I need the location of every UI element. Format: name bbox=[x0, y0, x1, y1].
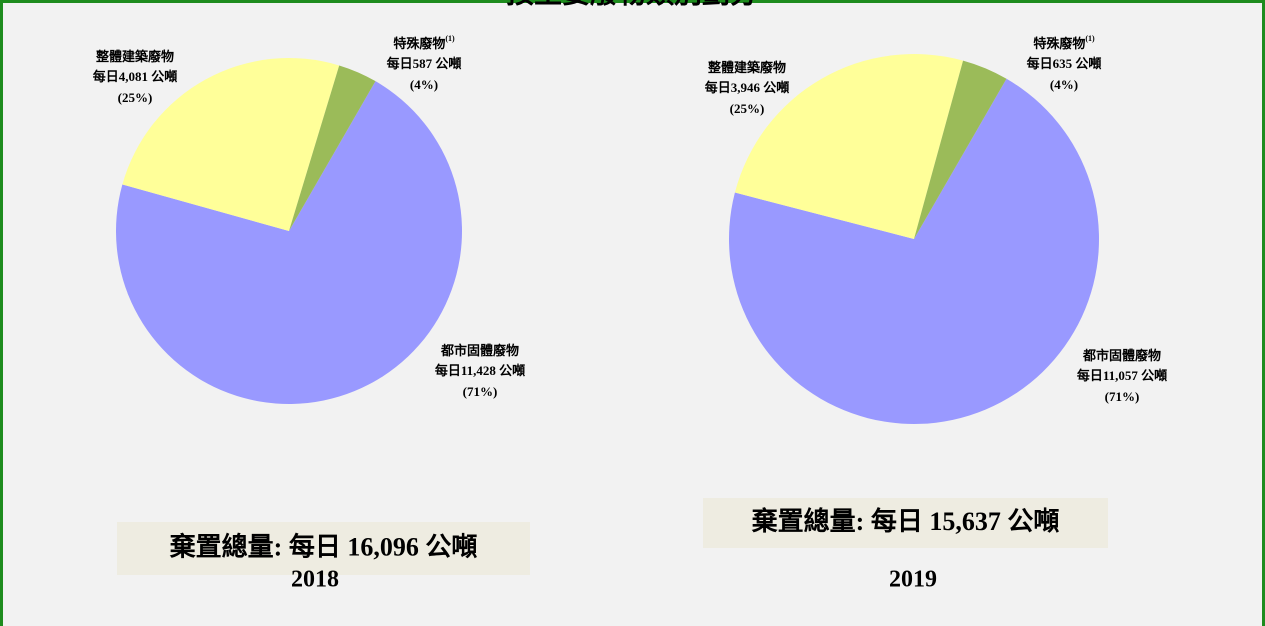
value-label: 每日635 公噸 bbox=[1027, 56, 1102, 71]
category-name: 都市固體廢物 bbox=[1082, 348, 1161, 363]
chart-title: 按主要廢物類別劃分 bbox=[506, 0, 758, 9]
category-name: 特殊廢物 bbox=[1033, 36, 1085, 51]
slice-label: 整體建築廢物 bbox=[95, 49, 174, 64]
pie-slice bbox=[729, 78, 1100, 424]
category-name: 整體建築廢物 bbox=[95, 49, 174, 64]
total-label: 棄置總量: 每日 16,096 公噸 bbox=[170, 531, 478, 561]
percentage-label: (4%) bbox=[1050, 77, 1078, 92]
pie-slice bbox=[115, 81, 462, 404]
total-label: 棄置總量: 每日 15,637 公噸 bbox=[752, 506, 1060, 536]
percentage-label: (4%) bbox=[410, 77, 438, 92]
percentage-label: (25%) bbox=[118, 90, 153, 105]
category-name: 都市固體廢物 bbox=[440, 343, 519, 358]
footnote-marker: (1) bbox=[1085, 34, 1095, 43]
slice-label: 都市固體廢物 bbox=[1082, 348, 1161, 363]
total-box bbox=[703, 498, 1108, 548]
category-name: 特殊廢物 bbox=[393, 36, 445, 51]
slice-label: 特殊廢物(1) bbox=[393, 34, 455, 51]
percentage-label: (71%) bbox=[1105, 389, 1140, 404]
slice-label: 都市固體廢物 bbox=[440, 343, 519, 358]
pie-slice bbox=[289, 65, 376, 232]
value-label: 每日11,057 公噸 bbox=[1077, 368, 1167, 383]
footnote-marker: (1) bbox=[445, 34, 455, 43]
total-box bbox=[117, 522, 530, 575]
percentage-label: (71%) bbox=[463, 384, 498, 399]
year-label: 2019 bbox=[889, 567, 937, 593]
value-label: 每日4,081 公噸 bbox=[93, 69, 178, 84]
year-label: 2018 bbox=[291, 567, 339, 593]
pie-slice bbox=[914, 60, 1007, 239]
slice-label: 特殊廢物(1) bbox=[1033, 34, 1095, 51]
percentage-label: (25%) bbox=[730, 101, 765, 116]
category-name: 整體建築廢物 bbox=[707, 60, 786, 75]
pie-slice bbox=[734, 53, 964, 240]
value-label: 每日587 公噸 bbox=[387, 56, 462, 71]
pie-slice bbox=[122, 58, 340, 231]
slice-label: 整體建築廢物 bbox=[707, 60, 786, 75]
value-label: 每日11,428 公噸 bbox=[435, 363, 525, 378]
value-label: 每日3,946 公噸 bbox=[705, 80, 790, 95]
